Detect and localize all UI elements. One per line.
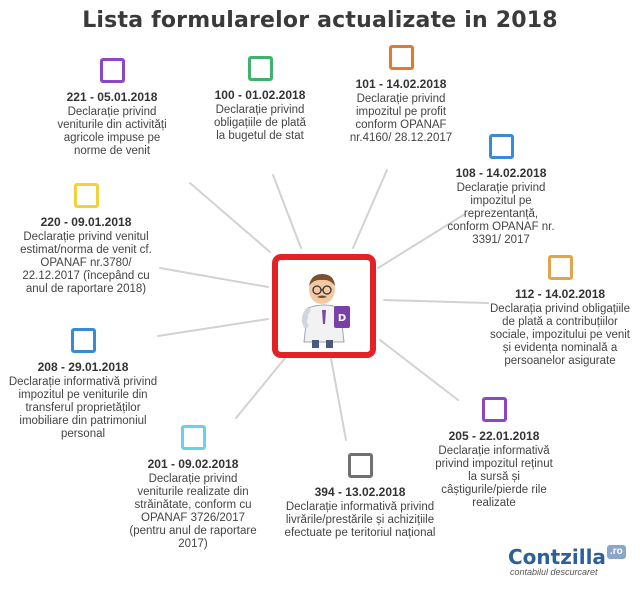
form-node-205: 205 - 22.01.2018 Declarație informativă …: [434, 397, 554, 510]
form-208-description: Declarație informativă privind impozitul…: [8, 376, 158, 440]
form-108-description: Declarație privind impozitul pe reprezen…: [447, 182, 555, 246]
spoke-112: [383, 299, 489, 304]
form-node-394: 394 - 13.02.2018 Declarație informativă …: [284, 453, 436, 540]
spoke-108: [377, 213, 466, 269]
accountant-mascot-icon: D: [301, 274, 350, 348]
form-node-201: 201 - 09.02.2018 Declarație privind veni…: [124, 425, 262, 551]
spoke-100: [272, 174, 302, 249]
form-100-code: 100 - 01.02.2018: [214, 88, 306, 102]
spoke-208: [157, 318, 269, 337]
spoke-220: [159, 267, 269, 288]
form-394-box-icon: [347, 453, 373, 478]
form-201-box-icon: [180, 425, 206, 450]
form-220-description: Declarație privind venitul estimat/norma…: [20, 231, 152, 295]
spoke-205: [379, 339, 459, 401]
form-201-description: Declarație privind veniturile realizate …: [129, 473, 257, 550]
form-108-code: 108 - 14.02.2018: [455, 166, 547, 180]
form-101-description: Declarație privind impozitul pe profit c…: [349, 93, 453, 144]
form-208-code: 208 - 29.01.2018: [37, 360, 129, 374]
form-205-box-icon: [481, 397, 507, 422]
form-node-100: 100 - 01.02.2018 Declarație privind obli…: [208, 56, 312, 143]
form-node-112: 112 - 14.02.2018 Declarația privind obli…: [488, 255, 632, 368]
form-112-code: 112 - 14.02.2018: [514, 287, 606, 301]
form-112-box-icon: [547, 255, 573, 280]
form-201-code: 201 - 09.02.2018: [147, 457, 239, 471]
form-221-description: Declarație privind veniturile din activi…: [57, 106, 167, 157]
form-node-101: 101 - 14.02.2018 Declarație privind impo…: [338, 45, 464, 145]
form-220-box-icon: [73, 183, 99, 208]
form-205-description: Declarație informativă privind impozitul…: [435, 445, 553, 509]
form-node-221: 221 - 05.01.2018 Declarație privind veni…: [52, 58, 172, 158]
form-node-108: 108 - 14.02.2018 Declarație privind impo…: [442, 134, 560, 247]
page-title: Lista formularelor actualizate in 2018: [82, 8, 558, 33]
spoke-394: [329, 352, 347, 441]
form-112-description: Declarația privind obligațiile de plată …: [490, 303, 630, 367]
form-221-box-icon: [99, 58, 125, 83]
form-100-description: Declarație privind obligațiile de plată …: [213, 104, 307, 142]
form-205-code: 205 - 22.01.2018: [448, 429, 540, 443]
form-108-box-icon: [488, 134, 514, 159]
center-mascot-frame: D: [272, 254, 376, 358]
spoke-101: [352, 169, 388, 249]
form-101-code: 101 - 14.02.2018: [355, 77, 447, 91]
spoke-221: [189, 182, 271, 253]
form-node-220: 220 - 09.01.2018 Declarație privind veni…: [18, 183, 154, 296]
form-101-box-icon: [388, 45, 414, 70]
form-220-code: 220 - 09.01.2018: [40, 215, 132, 229]
form-221-code: 221 - 05.01.2018: [66, 90, 158, 104]
form-100-box-icon: [247, 56, 273, 81]
form-node-208: 208 - 29.01.2018 Declarație informativă …: [4, 328, 162, 441]
form-208-box-icon: [70, 328, 96, 353]
form-394-description: Declarație informativă privind livrările…: [284, 501, 436, 539]
spoke-201: [235, 351, 291, 419]
svg-text:D: D: [338, 313, 346, 324]
brand-tagline: contabilul descurcaret: [510, 567, 598, 577]
brand-name: Contzilla: [508, 545, 606, 569]
form-394-code: 394 - 13.02.2018: [314, 485, 406, 499]
brand-logo[interactable]: Contzilla .ro contabilul descurcaret: [508, 545, 628, 577]
brand-tld: .ro: [606, 545, 626, 559]
